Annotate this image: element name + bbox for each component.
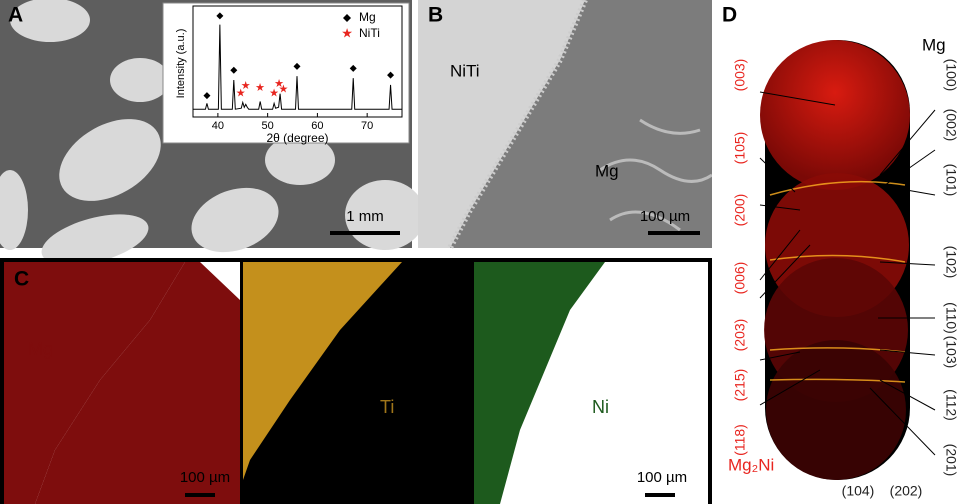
scale-bar-label: 100 µm [640,208,690,225]
reflection-label: (202) [890,483,923,499]
panel-label: D [722,4,737,27]
reflection-label: (100) [943,59,959,92]
peak-marker: ★ [255,82,265,94]
reflection-label: (102) [943,246,959,279]
reflection-label: (003) [732,59,748,92]
x-tick-label: 70 [361,120,373,132]
element-label: Mg [28,339,53,359]
detector-frame [766,340,906,480]
panel-label: B [428,4,443,27]
reflection-label: (215) [732,369,748,402]
reflection-label: (118) [732,424,748,456]
reflection-label: (112) [943,389,959,421]
legend-label: Mg [359,10,376,24]
reflection-label: (006) [732,262,748,295]
scale-bar-label: 1 mm [346,208,384,225]
peak-marker: ★ [279,84,289,96]
reflection-label: (002) [943,109,959,142]
reflection-label: (103) [943,336,959,369]
phase-label: Mg [595,161,619,180]
scale-bar-label: 100 µm [180,469,230,486]
x-tick-label: 40 [212,120,224,132]
element-label: Ti [380,397,394,417]
panel-label: A [8,4,23,27]
panel-b: B NiTi Mg 100 µm [418,0,712,248]
phase-label: Mg [922,35,946,54]
panel-c: C Mg Ti Ni 100 µm 100 µm 100 µm [0,258,712,504]
figure: A 40 50 60 70 2θ (degree) Intensity (a.u.) Mg ★… [0,0,967,504]
scale-bar-label: 100 µm [410,469,460,486]
panel-d: D Mg Mg₂Ni (100) (002) (101) (102) (110) (103… [712,0,967,504]
panel-label: C [14,268,29,291]
x-tick-label: 60 [311,120,323,132]
phase-label: NiTi [450,61,480,80]
legend-marker: ★ [341,25,352,40]
y-axis-label: Intensity (a.u.) [175,29,187,99]
x-axis-label: 2θ (degree) [266,131,328,145]
scale-bar-label: 100 µm [637,469,687,486]
reflection-label: (104) [842,483,875,499]
reflection-label: (110) [943,302,959,334]
reflection-label: (101) [943,164,959,197]
phase-label: Mg₂Ni [728,455,774,474]
reflection-label: (201) [943,444,959,477]
panel-a: A 40 50 60 70 2θ (degree) Intensity (a.u.) Mg ★… [0,0,425,275]
detector-frame [760,40,910,190]
element-label: Ni [592,397,609,417]
reflection-label: (200) [732,194,748,227]
peak-marker: ★ [241,80,251,92]
x-tick-label: 50 [262,120,274,132]
legend-label: NiTi [359,26,380,40]
reflection-label: (105) [732,132,748,165]
reflection-label: (203) [732,319,748,352]
